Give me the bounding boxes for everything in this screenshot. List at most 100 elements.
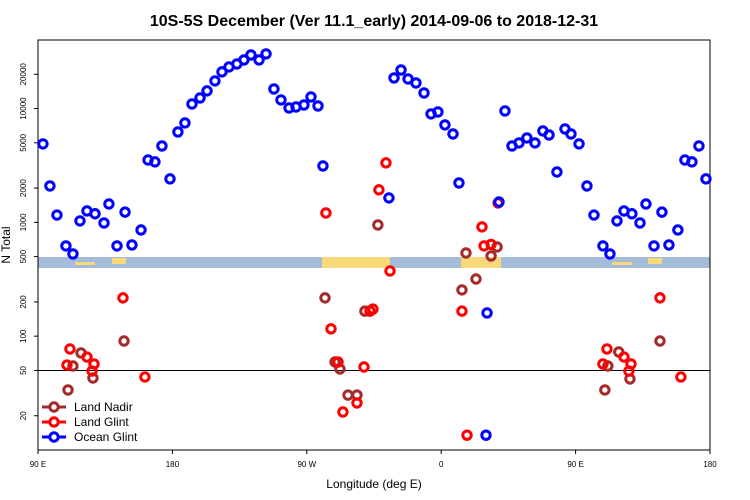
data-point [372, 219, 384, 231]
x-axis-label: Longitude (deg E) [326, 477, 421, 491]
data-point [64, 343, 76, 355]
data-point [135, 224, 147, 236]
data-point [305, 91, 317, 103]
data-point [44, 180, 56, 192]
data-point [216, 66, 228, 78]
data-point [388, 72, 400, 84]
data-point [383, 192, 395, 204]
data-point [380, 157, 392, 169]
data-point [319, 292, 331, 304]
data-point [337, 406, 349, 418]
data-point [604, 248, 616, 260]
x-tick-label: 180 [166, 460, 180, 469]
y-tick-label: 10000 [19, 97, 28, 120]
data-point [117, 292, 129, 304]
data-point [81, 351, 93, 363]
x-tick-label: 90 E [567, 460, 583, 469]
data-point [476, 221, 488, 233]
data-point [485, 250, 497, 262]
data-point [499, 105, 511, 117]
data-point [565, 128, 577, 140]
data-point [626, 208, 638, 220]
data-point [86, 365, 98, 377]
y-tick-label: 2000 [19, 179, 28, 197]
y-tick-label: 20000 [19, 63, 28, 86]
data-point [60, 240, 72, 252]
legend-label: Land Glint [74, 415, 129, 429]
data-point [253, 54, 265, 66]
data-point [67, 248, 79, 260]
data-point [51, 209, 63, 221]
data-point [521, 132, 533, 144]
data-point [623, 365, 635, 377]
data-point [186, 98, 198, 110]
legend-marker [48, 401, 60, 413]
data-point [493, 196, 505, 208]
data-point [358, 361, 370, 373]
data-point [456, 305, 468, 317]
x-tick-label: 90 W [297, 460, 316, 469]
data-point [654, 292, 666, 304]
data-point [551, 166, 563, 178]
data-point [601, 343, 613, 355]
data-point [89, 208, 101, 220]
plot-frame [37, 39, 711, 451]
data-point [332, 356, 344, 368]
data-point [672, 224, 684, 236]
data-point [599, 384, 611, 396]
data-point [432, 106, 444, 118]
data-point [447, 128, 459, 140]
data-point [663, 239, 675, 251]
legend-label: Land Nadir [74, 400, 133, 414]
data-point [179, 117, 191, 129]
data-point [164, 173, 176, 185]
data-point [74, 215, 86, 227]
y-tick-label: 200 [19, 295, 28, 309]
data-point [61, 359, 73, 371]
y-tick-label: 20 [19, 411, 28, 420]
data-point [654, 335, 666, 347]
data-point [395, 64, 407, 76]
data-point [156, 140, 168, 152]
data-point [481, 307, 493, 319]
legend-marker [48, 416, 60, 428]
data-point [418, 87, 430, 99]
data-point [686, 156, 698, 168]
data-point [461, 429, 473, 441]
data-point [410, 77, 422, 89]
data-point [485, 238, 497, 251]
data-point [543, 129, 555, 141]
data-point [149, 156, 161, 168]
data-point [103, 198, 115, 210]
data-point [453, 177, 465, 189]
data-point [317, 160, 329, 172]
data-point [245, 49, 257, 61]
data-point [700, 173, 712, 185]
data-point [460, 247, 472, 259]
data-point [648, 240, 660, 252]
data-point [37, 138, 49, 150]
x-tick-label: 90 E [30, 460, 46, 469]
data-point [439, 119, 451, 131]
data-point [529, 137, 541, 149]
y-tick-label: 100 [19, 329, 28, 343]
data-point [367, 303, 379, 315]
data-point [342, 389, 354, 401]
data-point [67, 360, 79, 372]
data-point [597, 240, 609, 252]
y-tick-label: 1000 [19, 213, 28, 231]
y-tick-label: 500 [19, 249, 28, 263]
data-point [573, 138, 585, 150]
data-point [238, 54, 250, 66]
data-point [640, 198, 652, 210]
data-point [634, 217, 646, 229]
data-point [209, 75, 221, 87]
data-point [260, 48, 272, 60]
y-tick-label: 50 [19, 365, 28, 374]
data-point [119, 206, 131, 218]
legend-label: Ocean Glint [74, 430, 138, 444]
data-point [373, 184, 385, 196]
data-point [268, 83, 280, 95]
data-point [172, 126, 184, 138]
data-point [618, 351, 630, 363]
